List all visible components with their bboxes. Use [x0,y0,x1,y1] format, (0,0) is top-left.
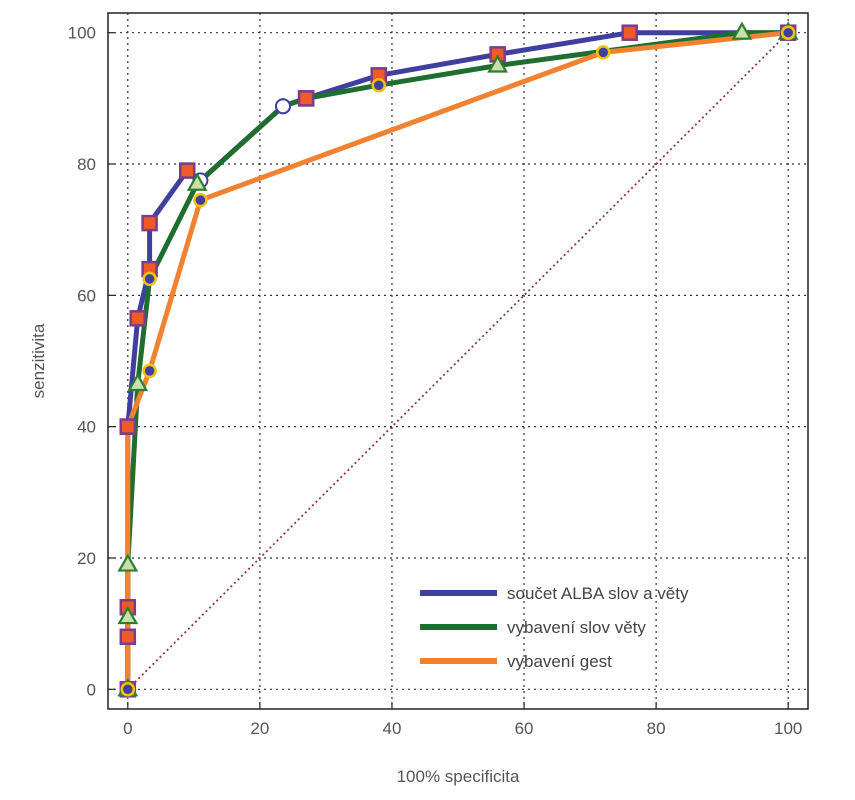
grid [108,13,808,709]
series-3-point [780,25,796,40]
series-2-point [297,90,315,107]
y-axis-label: senzitivita [29,323,48,398]
y-axis-ticks: 0 20 40 60 80 100 [68,24,115,699]
series-3-point [142,363,157,379]
series-3-point [120,682,136,697]
series-1-point [141,214,158,232]
series-2-point [117,605,139,625]
legend: součet ALBA slov a věty vybavení slov vět… [420,584,689,671]
y-tick-label: 100 [68,24,96,43]
x-tick-label: 0 [123,719,132,738]
series-2-point [371,77,387,93]
legend-label-1: součet ALBA slov a věty [507,584,689,603]
series-3-point [119,418,137,435]
y-tick-label: 20 [77,549,96,568]
series-markers [117,21,799,698]
x-axis-label: 100% specificita [397,767,520,786]
x-tick-label: 100 [774,719,802,738]
series-2-point [142,271,157,287]
y-tick-label: 0 [87,680,96,699]
series-2-point [186,172,208,191]
series-2-point [117,553,139,572]
series-2-point [487,54,509,73]
series-1-point [178,162,196,179]
series-1-point [129,310,146,327]
series-3-point [193,192,208,208]
x-tick-label: 80 [647,719,666,738]
x-tick-label: 20 [250,719,269,738]
series-1-point [621,24,638,41]
x-axis-ticks: 0 20 40 60 80 100 [123,702,802,738]
series-2-point [275,98,291,115]
y-tick-label: 80 [77,155,96,174]
y-tick-label: 60 [77,286,96,305]
reference-diagonal-line [127,32,789,690]
plot-frame [107,12,809,710]
legend-label-3: vybavení gest [507,652,612,671]
series-3-point [596,45,611,60]
series-line-3 [125,30,791,692]
legend-label-2: vybavení slov věty [507,618,646,637]
x-tick-label: 40 [383,719,402,738]
y-tick-label: 40 [77,418,96,437]
series-1-point [119,628,137,646]
series-2-point [731,21,753,40]
x-tick-label: 60 [515,719,534,738]
series-2-point [127,372,149,392]
